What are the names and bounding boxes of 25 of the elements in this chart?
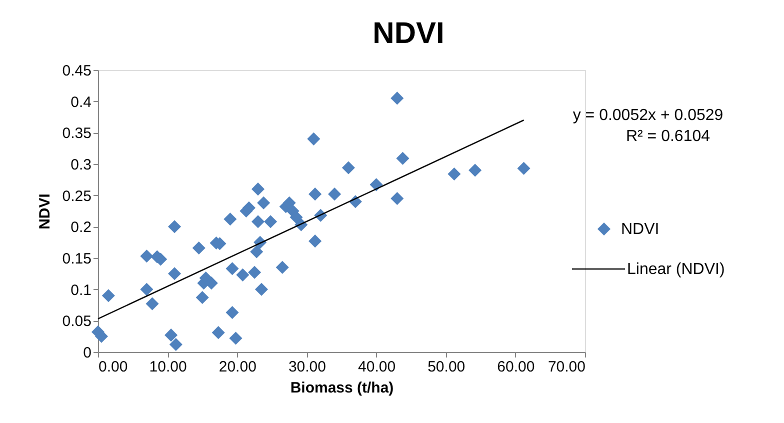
legend-label: NDVI <box>621 221 660 238</box>
y-tick-label: 0.35 <box>62 125 92 142</box>
x-tick-label: 20.00 <box>218 358 256 376</box>
y-tick-label: 0.3 <box>70 156 92 174</box>
y-axis-title: NDVI <box>36 194 54 230</box>
x-tick-label: 10.00 <box>149 358 187 376</box>
annotation: y = 0.0052x + 0.0529 <box>572 107 724 124</box>
y-tick-label: 0.05 <box>62 313 92 330</box>
legend-label: Linear (NDVI) <box>627 261 725 278</box>
y-tick-label: 0.2 <box>70 219 92 236</box>
y-tick-label: 0.1 <box>70 282 92 299</box>
y-tick-label: 0.15 <box>62 250 92 268</box>
y-tick-label: 0.45 <box>62 62 92 80</box>
x-tick-label: 30.00 <box>288 358 326 376</box>
x-tick-label: 70.00 <box>548 358 586 376</box>
y-tick-label: 0.25 <box>62 188 92 205</box>
x-tick-label: 60.00 <box>497 358 535 376</box>
y-tick-label: 0.4 <box>70 94 92 111</box>
y-tick-label: 0 <box>83 344 92 362</box>
x-axis-title: Biomass (t/ha) <box>290 380 394 396</box>
text: R² = 0.6104 <box>626 128 710 145</box>
x-tick-label: 0.00 <box>98 358 128 376</box>
x-tick-label: 40.00 <box>358 358 396 376</box>
x-tick-label: 50.00 <box>428 358 466 376</box>
chart-title: NDVI <box>372 17 444 50</box>
